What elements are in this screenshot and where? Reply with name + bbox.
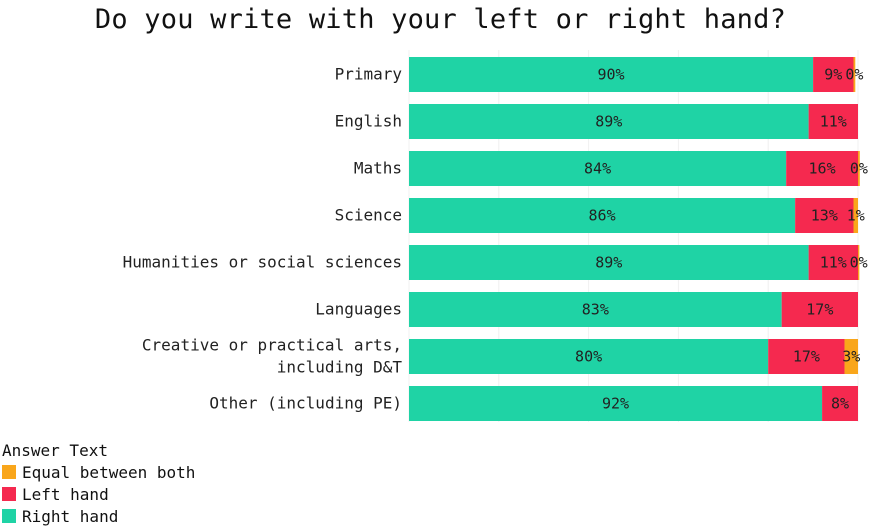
bar-segment-left-hand: [795, 198, 854, 233]
legend-label: Left hand: [22, 484, 109, 504]
bar-value-label: 0%: [850, 254, 868, 272]
legend: Answer Text Equal between both Left hand R…: [2, 440, 195, 527]
bar-segment-right-hand: [409, 339, 769, 374]
category-label: Languages: [315, 300, 402, 319]
bars: [409, 57, 860, 421]
bar-value-label: 84%: [584, 160, 611, 178]
category-label: Primary: [335, 65, 403, 84]
bar-value-label: 1%: [847, 207, 865, 225]
bar-segment-equal-between-both: [858, 151, 860, 186]
category-label: Science: [335, 206, 402, 225]
legend-swatch: [2, 465, 16, 479]
bar-segment-left-hand: [781, 292, 858, 327]
legend-swatch: [2, 487, 16, 501]
bar-value-label: 17%: [793, 348, 820, 366]
bar-segment-equal-between-both: [853, 198, 858, 233]
legend-swatch: [2, 509, 16, 523]
bar-value-label: 11%: [820, 254, 847, 272]
legend-item: Equal between both: [2, 461, 195, 483]
category-label: Maths: [354, 159, 402, 178]
category-label: Humanities or social sciences: [123, 253, 402, 272]
bar-segment-right-hand: [409, 104, 809, 139]
bar-segment-right-hand: [409, 151, 787, 186]
legend-label: Right hand: [22, 506, 119, 526]
bar-segment-right-hand: [409, 245, 809, 280]
category-label: Creative or practical arts, including D&T: [142, 336, 402, 377]
bar-value-label: 80%: [575, 348, 602, 366]
legend-item: Left hand: [2, 483, 195, 505]
bar-value-label: 86%: [589, 207, 616, 225]
bar-value-label: 8%: [831, 395, 849, 413]
bar-value-label: 92%: [602, 395, 629, 413]
bar-value-label: 90%: [598, 66, 625, 84]
legend-title: Answer Text: [2, 441, 108, 460]
bar-value-label: 0%: [850, 160, 868, 178]
bar-segment-left-hand: [768, 339, 845, 374]
bar-value-label: 11%: [820, 113, 847, 131]
bar-segment-right-hand: [409, 386, 823, 421]
bar-value-label: 16%: [809, 160, 836, 178]
bar-segment-right-hand: [409, 292, 782, 327]
legend-item: Right hand: [2, 505, 195, 527]
bar-value-label: 9%: [824, 66, 842, 84]
bar-value-label: 13%: [811, 207, 838, 225]
bar-segment-equal-between-both: [853, 57, 856, 92]
bar-segment-left-hand: [786, 151, 858, 186]
category-label: English: [335, 112, 402, 131]
bar-value-label: 89%: [595, 113, 622, 131]
bar-segment-left-hand: [822, 386, 858, 421]
bar-value-label: 17%: [806, 301, 833, 319]
bar-segment-right-hand: [409, 57, 814, 92]
bar-segment-equal-between-both: [858, 245, 860, 280]
category-label: Other (including PE): [209, 394, 402, 413]
bar-segment-left-hand: [808, 245, 858, 280]
bar-value-label: 0%: [845, 66, 863, 84]
bar-value-labels: 90% 9% 0%89% 11%84% 16% 0%86% 13% 1%89% 11% 0%83%…: [575, 66, 868, 413]
bar-segment-right-hand: [409, 198, 796, 233]
bar-segment-left-hand: [808, 104, 858, 139]
legend-label: Equal between both: [22, 462, 196, 482]
bar-value-label: 89%: [595, 254, 622, 272]
chart-title: Do you write with your left or right han…: [94, 4, 787, 35]
bar-segment-equal-between-both: [844, 339, 858, 374]
bar-chart: Primary English Maths Science Humanities or …: [123, 50, 868, 422]
legend-items: Equal between both Left hand Right hand: [2, 461, 195, 527]
bar-value-label: 3%: [842, 348, 860, 366]
bar-segment-left-hand: [813, 57, 854, 92]
category-labels: Primary English Maths Science Humanities or …: [123, 65, 403, 413]
bar-value-label: 83%: [582, 301, 609, 319]
